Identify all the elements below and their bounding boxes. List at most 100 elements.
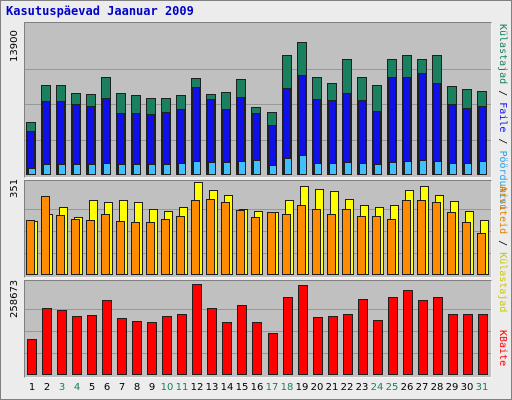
bar-kbytes-kbaite-14 [222, 322, 232, 375]
x-tick-label: 10 [160, 382, 174, 393]
x-tick-label: 29 [445, 382, 459, 393]
bar-visitors-arvuteid-15 [236, 210, 245, 275]
ymax-label-top: 13900 [9, 30, 20, 62]
bar-visitors-arvuteid-22 [342, 209, 351, 275]
gridline [25, 104, 491, 105]
bar-kbytes-kbaite-20 [313, 317, 323, 375]
bar-visits-p-rdumisi-14 [223, 162, 231, 175]
bar-visits-p-rdumisi-29 [449, 163, 457, 175]
bar-visits-p-rdumisi-21 [329, 163, 337, 175]
bar-visitors-arvuteid-30 [462, 222, 471, 275]
bar-visitors-arvuteid-26 [402, 200, 411, 275]
x-tick-label: 13 [205, 382, 219, 393]
bar-kbytes-kbaite-11 [177, 314, 187, 375]
bar-visitors-arvuteid-4 [71, 219, 80, 275]
bar-visits-p-rdumisi-16 [253, 160, 261, 175]
bar-kbytes-kbaite-6 [102, 300, 112, 375]
bar-visits-p-rdumisi-4 [73, 164, 81, 175]
bar-visits-p-rdumisi-2 [43, 164, 51, 175]
bar-visitors-arvuteid-18 [282, 214, 291, 275]
gridline [25, 209, 491, 210]
bar-kbytes-kbaite-7 [117, 318, 127, 375]
bar-visitors-arvuteid-14 [221, 202, 230, 275]
bar-visitors-arvuteid-9 [146, 222, 155, 275]
bar-kbytes-kbaite-17 [268, 333, 278, 375]
bar-visitors-arvuteid-21 [327, 214, 336, 275]
bar-visits-p-rdumisi-25 [389, 162, 397, 175]
bar-kbytes-kbaite-27 [418, 300, 428, 375]
bar-visits-p-rdumisi-9 [148, 164, 156, 175]
x-tick-label: 17 [265, 382, 279, 393]
x-tick-label: 30 [460, 382, 474, 393]
legend-top-item: Faile [497, 102, 508, 133]
bar-visits-p-rdumisi-7 [118, 164, 126, 175]
legend-mid-item: Külastajad [497, 252, 508, 313]
bar-visitors-arvuteid-20 [312, 209, 321, 275]
x-tick-label: 9 [148, 382, 156, 393]
bar-kbytes-kbaite-1 [27, 339, 37, 375]
bar-visitors-arvuteid-10 [161, 219, 170, 275]
x-tick-label: 19 [295, 382, 309, 393]
bar-visitors-arvuteid-16 [251, 217, 260, 275]
bar-visits-p-rdumisi-11 [178, 163, 186, 175]
legend-bot: KBaite [497, 330, 508, 366]
bar-kbytes-kbaite-9 [147, 322, 157, 375]
bar-kbytes-kbaite-4 [72, 316, 82, 375]
bar-visitors-arvuteid-6 [101, 214, 110, 275]
bar-visitors-arvuteid-23 [357, 216, 366, 275]
bar-visits-p-rdumisi-13 [208, 162, 216, 175]
bar-visits-faile-25 [388, 77, 396, 175]
bar-visitors-arvuteid-2 [41, 196, 50, 275]
legend-separator: / [497, 84, 508, 103]
bar-visitors-arvuteid-7 [116, 221, 125, 275]
bar-kbytes-kbaite-2 [42, 308, 52, 375]
x-tick-label: 3 [58, 382, 66, 393]
bar-visits-p-rdumisi-31 [479, 161, 487, 175]
bar-visitors-arvuteid-31 [477, 233, 486, 275]
bar-visits-p-rdumisi-28 [434, 161, 442, 175]
bar-kbytes-kbaite-22 [343, 314, 353, 375]
panel-kbytes [24, 280, 492, 378]
bar-visits-p-rdumisi-27 [419, 160, 427, 175]
bar-visits-p-rdumisi-8 [133, 164, 141, 175]
gridline [25, 68, 491, 70]
bar-kbytes-kbaite-31 [478, 314, 488, 375]
bar-kbytes-kbaite-15 [237, 305, 247, 375]
legend-mid: Arvuteid / Külastajad [497, 186, 508, 312]
x-tick-label: 24 [370, 382, 384, 393]
bar-kbytes-kbaite-30 [463, 314, 473, 375]
bar-kbytes-kbaite-19 [298, 285, 308, 375]
bar-visits-p-rdumisi-23 [359, 163, 367, 175]
x-tick-label: 21 [325, 382, 339, 393]
bar-visitors-arvuteid-11 [176, 216, 185, 275]
chart-title: Kasutuspäevad Jaanuar 2009 [6, 4, 194, 18]
bar-visits-p-rdumisi-30 [464, 163, 472, 175]
bar-visits-p-rdumisi-19 [299, 155, 307, 175]
x-tick-label: 31 [475, 382, 489, 393]
bar-visitors-arvuteid-19 [297, 205, 306, 275]
bar-visitors-arvuteid-17 [267, 212, 276, 275]
x-tick-label: 18 [280, 382, 294, 393]
bar-visitors-arvuteid-8 [131, 222, 140, 275]
bar-visits-p-rdumisi-5 [88, 164, 96, 175]
bar-visits-p-rdumisi-10 [163, 164, 171, 175]
bar-visitors-arvuteid-13 [206, 199, 215, 275]
bar-kbytes-kbaite-18 [283, 297, 293, 375]
legend-bot-item: KBaite [497, 330, 508, 367]
bar-visits-p-rdumisi-26 [404, 161, 412, 175]
bar-visits-p-rdumisi-24 [374, 164, 382, 175]
x-tick-label: 27 [415, 382, 429, 393]
gridline [25, 309, 491, 310]
legend-separator: / [497, 132, 508, 151]
x-tick-label: 4 [73, 382, 81, 393]
bar-kbytes-kbaite-28 [433, 297, 443, 375]
legend-mid-item: Arvuteid [497, 186, 508, 235]
bar-visits-p-rdumisi-22 [344, 162, 352, 175]
legend-top-item: Külastajad [497, 24, 508, 85]
bar-kbytes-kbaite-10 [162, 316, 172, 375]
x-tick-label: 11 [175, 382, 189, 393]
x-tick-label: 15 [235, 382, 249, 393]
x-tick-label: 12 [190, 382, 204, 393]
bar-visitors-arvuteid-3 [56, 215, 65, 275]
ymax-label-bot: 258673 [9, 279, 20, 318]
